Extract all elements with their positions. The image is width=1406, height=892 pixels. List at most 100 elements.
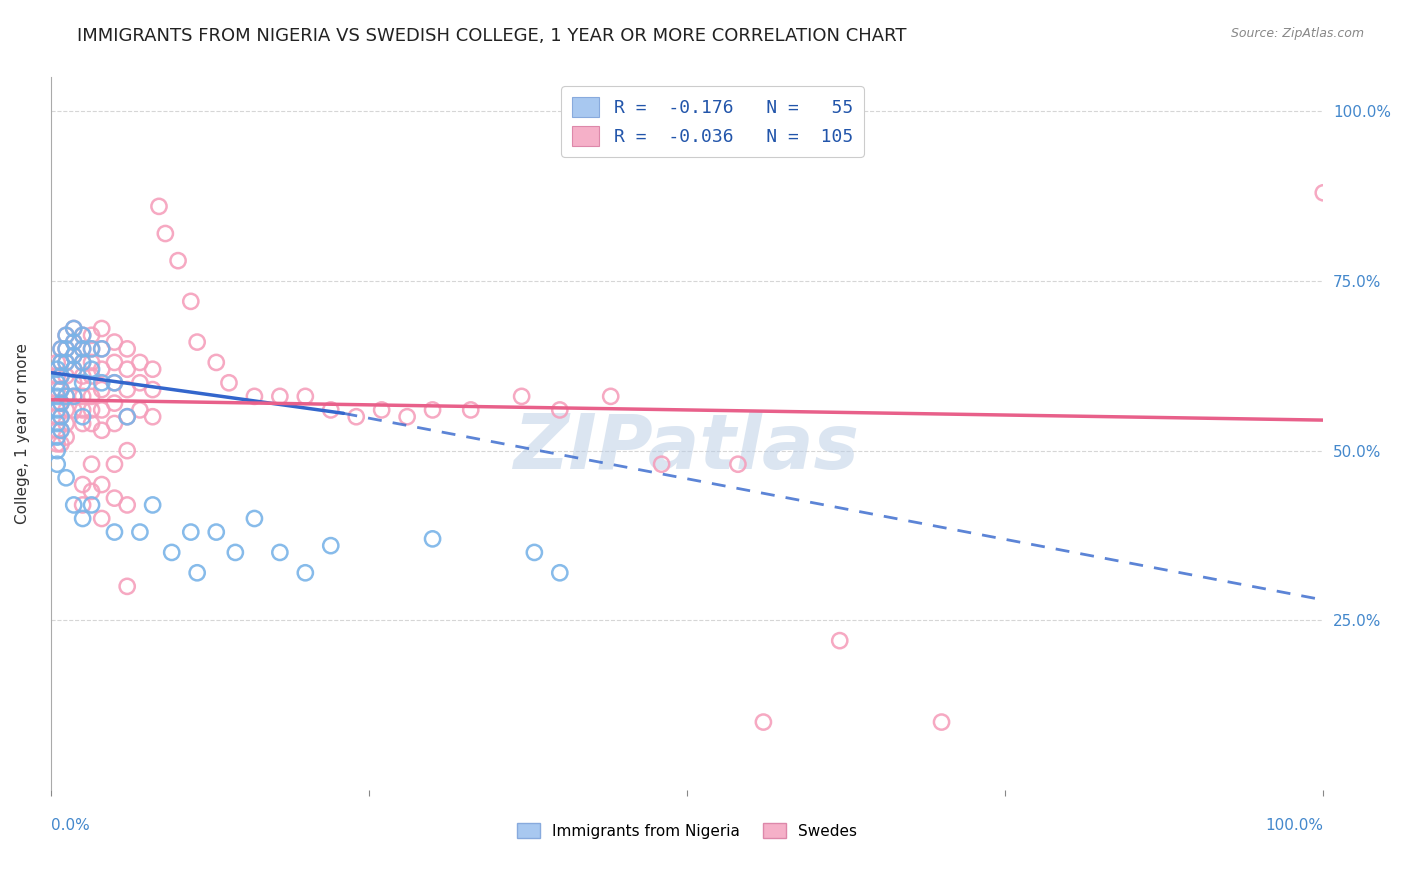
Point — [205, 524, 228, 539]
Point — [80, 342, 103, 356]
Point — [55, 328, 77, 343]
Point — [90, 477, 112, 491]
Point — [186, 334, 208, 349]
Point — [80, 498, 103, 512]
Point — [62, 498, 84, 512]
Point — [55, 328, 77, 343]
Point — [294, 389, 316, 403]
Point — [167, 253, 190, 268]
Point — [46, 430, 69, 444]
Point — [269, 389, 291, 403]
Point — [90, 403, 112, 417]
Point — [62, 349, 84, 363]
Point — [62, 362, 84, 376]
Point — [49, 355, 72, 369]
Point — [49, 383, 72, 397]
Point — [90, 362, 112, 376]
Point — [370, 403, 392, 417]
Point — [651, 457, 673, 471]
Point — [142, 409, 165, 424]
Point — [72, 403, 94, 417]
Point — [180, 294, 202, 309]
Text: IMMIGRANTS FROM NIGERIA VS SWEDISH COLLEGE, 1 YEAR OR MORE CORRELATION CHART: IMMIGRANTS FROM NIGERIA VS SWEDISH COLLE… — [77, 27, 907, 45]
Point — [90, 342, 112, 356]
Point — [80, 403, 103, 417]
Point — [72, 376, 94, 390]
Point — [72, 389, 94, 403]
Point — [186, 566, 208, 580]
Point — [180, 524, 202, 539]
Point — [103, 355, 125, 369]
Point — [55, 342, 77, 356]
Point — [80, 369, 103, 384]
Point — [160, 545, 183, 559]
Point — [72, 342, 94, 356]
Point — [294, 566, 316, 580]
Point — [49, 342, 72, 356]
Point — [62, 321, 84, 335]
Point — [72, 328, 94, 343]
Point — [80, 457, 103, 471]
Point — [243, 389, 266, 403]
Point — [72, 355, 94, 369]
Point — [319, 539, 342, 553]
Point — [72, 477, 94, 491]
Point — [46, 457, 69, 471]
Point — [49, 383, 72, 397]
Point — [90, 342, 112, 356]
Point — [142, 498, 165, 512]
Point — [62, 389, 84, 403]
Point — [205, 355, 228, 369]
Point — [115, 362, 138, 376]
Point — [72, 328, 94, 343]
Point — [80, 389, 103, 403]
Point — [49, 355, 72, 369]
Point — [80, 355, 103, 369]
Point — [55, 403, 77, 417]
Point — [90, 423, 112, 437]
Point — [80, 328, 103, 343]
Point — [72, 417, 94, 431]
Point — [931, 714, 953, 729]
Point — [129, 403, 152, 417]
Point — [55, 369, 77, 384]
Point — [148, 199, 170, 213]
Point — [142, 383, 165, 397]
Point — [49, 409, 72, 424]
Point — [599, 389, 621, 403]
Point — [396, 409, 419, 424]
Point — [62, 376, 84, 390]
Point — [1312, 186, 1334, 200]
Point — [115, 443, 138, 458]
Point — [115, 579, 138, 593]
Y-axis label: College, 1 year or more: College, 1 year or more — [15, 343, 30, 524]
Point — [55, 430, 77, 444]
Point — [46, 362, 69, 376]
Point — [103, 491, 125, 505]
Point — [55, 471, 77, 485]
Point — [72, 369, 94, 384]
Point — [72, 409, 94, 424]
Point — [115, 409, 138, 424]
Point — [115, 409, 138, 424]
Point — [80, 484, 103, 499]
Point — [62, 403, 84, 417]
Point — [55, 389, 77, 403]
Point — [72, 511, 94, 525]
Point — [46, 355, 69, 369]
Point — [510, 389, 533, 403]
Point — [49, 369, 72, 384]
Point — [49, 409, 72, 424]
Point — [55, 389, 77, 403]
Point — [103, 396, 125, 410]
Point — [49, 396, 72, 410]
Point — [62, 362, 84, 376]
Point — [55, 417, 77, 431]
Point — [90, 511, 112, 525]
Point — [129, 355, 152, 369]
Point — [46, 409, 69, 424]
Point — [62, 349, 84, 363]
Point — [46, 403, 69, 417]
Point — [727, 457, 749, 471]
Point — [80, 417, 103, 431]
